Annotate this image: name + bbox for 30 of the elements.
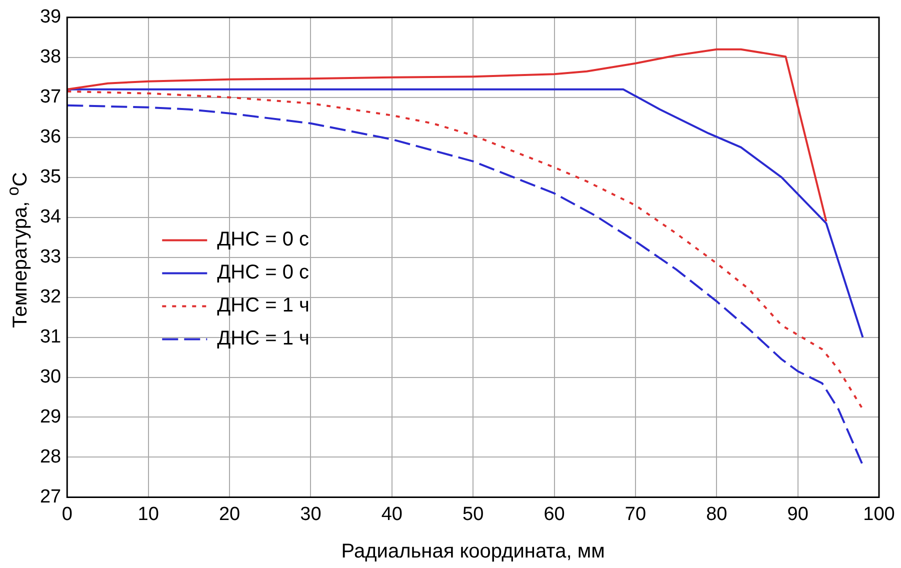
legend-label: ДНС = 1 ч (217, 294, 310, 317)
y-tick-label: 30 (40, 366, 62, 388)
x-tick-label: 70 (624, 504, 646, 525)
x-tick-label: 0 (62, 504, 72, 525)
x-tick-label: 30 (300, 504, 322, 525)
y-tick-label: 39 (40, 6, 62, 28)
x-tick-label: 80 (706, 504, 728, 525)
y-tick-label: 28 (40, 446, 62, 468)
legend-label: ДНС = 0 с (217, 262, 310, 284)
x-tick-label: 90 (787, 504, 808, 525)
y-tick-label: 33 (40, 246, 62, 268)
y-tick-label: 38 (40, 46, 62, 68)
x-tick-label: 60 (544, 504, 565, 525)
legend-label: ДНС = 1 ч (217, 328, 310, 350)
x-tick-label: 50 (462, 504, 484, 525)
y-tick-label: 34 (40, 206, 62, 228)
y-tick-label: 35 (40, 166, 62, 188)
y-tick-label: 36 (40, 126, 62, 148)
x-tick-label: 100 (863, 504, 895, 525)
y-tick-label: 32 (40, 286, 62, 308)
y-tick-label: 27 (40, 486, 62, 508)
line-series (67, 104, 864, 466)
x-tick-label: 20 (218, 504, 240, 525)
y-tick-label: 31 (40, 326, 62, 348)
y-tick-label: 37 (40, 86, 62, 108)
y-tick-label: 29 (40, 406, 62, 428)
legend-label: ДНС = 0 с (217, 228, 310, 251)
x-axis-title: Радиальная координата, мм (341, 540, 605, 563)
x-tick-label: 40 (381, 504, 402, 525)
x-tick-label: 10 (138, 504, 159, 525)
